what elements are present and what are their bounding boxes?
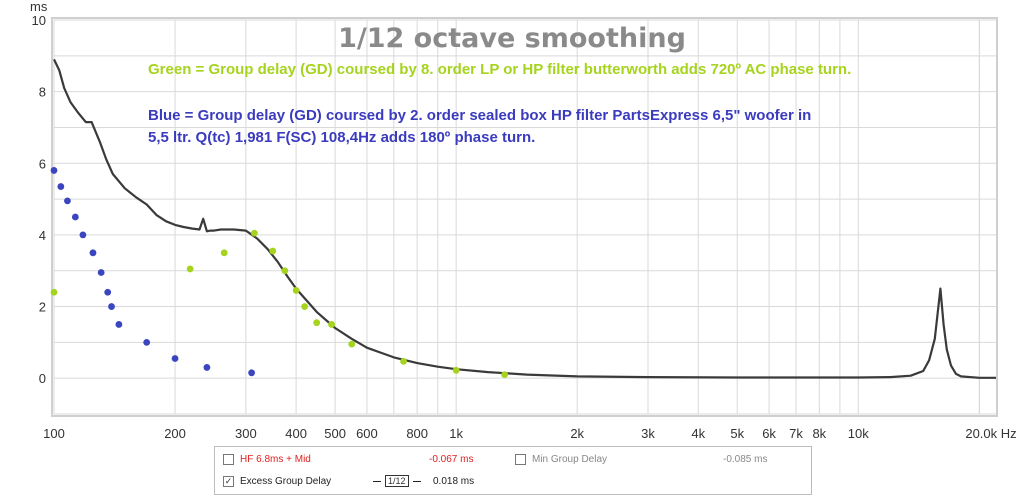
data-point-series-1 — [313, 319, 321, 327]
legend-item-hf-mid[interactable]: HF 6.8ms + Mid — [223, 450, 311, 468]
data-point-series-2 — [104, 288, 112, 296]
hf-mid-value: -0.067 ms — [429, 453, 474, 465]
x-tick-label: 1k — [449, 426, 463, 441]
min-group-delay-value: -0.085 ms — [723, 453, 768, 465]
hf-mid-checkbox[interactable] — [223, 453, 234, 465]
excess-group-delay-label: Excess Group Delay — [240, 475, 332, 487]
data-point-series-1 — [328, 321, 335, 328]
y-tick-label: 2 — [39, 300, 46, 315]
y-tick-label: 10 — [32, 13, 46, 28]
smoothing-indicator[interactable]: 1/12 — [385, 475, 409, 487]
data-point-series-2 — [57, 183, 65, 190]
x-tick-label: 2k — [570, 426, 584, 441]
min-group-delay-checkbox[interactable] — [515, 453, 526, 465]
y-tick-label: 0 — [39, 371, 46, 386]
data-point-series-1 — [501, 371, 509, 378]
series-layer — [50, 58, 996, 379]
x-tick-label: 20.0k Hz — [965, 426, 1016, 441]
chart-title: 1/12 octave smoothing — [338, 23, 686, 54]
data-point-series-1 — [301, 303, 309, 310]
annotation-blue-2: 5,5 ltr. Q(tc) 1,981 F(SC) 108,4Hz adds … — [148, 129, 535, 146]
grid-lines — [53, 19, 996, 415]
data-point-series-1 — [292, 287, 300, 294]
data-point-series-1 — [250, 229, 258, 237]
x-tick-label: 3k — [641, 426, 655, 441]
data-point-series-1 — [186, 265, 194, 273]
x-tick-label: 600 — [356, 426, 378, 441]
data-point-series-1 — [50, 288, 58, 296]
y-tick-label: 4 — [39, 228, 46, 243]
y-axis-unit: ms — [30, 0, 48, 14]
data-point-series-2 — [248, 369, 255, 377]
data-point-series-1 — [281, 267, 289, 275]
x-axis-ticks: 100 200 300 400 500 600 800 1k 2k 3k 4k 5k 6k 7k 8k 10k… — [43, 426, 1017, 441]
data-point-series-2 — [71, 213, 79, 221]
data-point-series-2 — [108, 303, 115, 310]
min-group-delay-label: Min Group Delay — [532, 453, 608, 465]
hf-mid-label: HF 6.8ms + Mid — [240, 453, 311, 465]
y-tick-label: 6 — [39, 156, 46, 171]
data-point-series-2 — [171, 355, 179, 362]
hf-mid-value-row: -0.067 ms — [429, 450, 473, 468]
excess-group-delay-checkbox[interactable]: ✓ — [223, 475, 234, 487]
x-tick-label: 300 — [235, 426, 257, 441]
annotation-blue-1: Blue = Group delay (GD) coursed by 2. or… — [148, 107, 811, 124]
x-tick-label: 500 — [324, 426, 346, 441]
line-swatch-right — [412, 480, 421, 482]
y-axis-ticks: 0 2 4 6 8 10 — [32, 13, 46, 386]
legend-item-min-group-delay[interactable]: Min Group Delay — [515, 450, 607, 468]
legend-panel: HF 6.8ms + Mid -0.067 ms Min Group Delay… — [214, 446, 812, 495]
x-tick-label: 10k — [848, 426, 869, 441]
excess-value-row: 0.018 ms — [433, 472, 474, 490]
series-line-group-delay — [53, 58, 996, 379]
x-tick-label: 7k — [789, 426, 803, 441]
data-point-series-2 — [89, 249, 97, 257]
data-point-series-1 — [452, 366, 460, 374]
line-swatch — [373, 480, 381, 482]
x-tick-label: 8k — [812, 426, 826, 441]
x-tick-label: 400 — [285, 426, 307, 441]
x-tick-label: 800 — [406, 426, 428, 441]
x-tick-label: 4k — [691, 426, 705, 441]
data-point-series-2 — [203, 364, 211, 371]
x-tick-label: 200 — [164, 426, 186, 441]
data-point-series-2 — [97, 269, 105, 276]
min-group-delay-value-row: -0.085 ms — [723, 450, 767, 468]
legend-item-excess-group-delay[interactable]: ✓ Excess Group Delay — [223, 472, 331, 490]
x-tick-label: 6k — [762, 426, 776, 441]
annotation-green: Green = Group delay (GD) coursed by 8. o… — [148, 61, 851, 78]
x-tick-label: 100 — [43, 426, 65, 441]
y-tick-label: 8 — [39, 85, 46, 100]
excess-group-delay-value: 0.018 ms — [433, 475, 475, 487]
data-point-series-1 — [220, 249, 228, 257]
data-point-series-1 — [269, 247, 277, 255]
data-point-series-1 — [348, 340, 356, 348]
data-point-series-2 — [79, 231, 87, 239]
data-point-series-2 — [115, 321, 123, 328]
x-tick-label: 5k — [730, 426, 744, 441]
group-delay-chart: 0 2 4 6 8 10 100 200 300 400 500 600 800 1k 2k 3k 4k 5k 6… — [30, 0, 1017, 441]
data-point-series-2 — [50, 167, 58, 174]
data-point-series-1 — [400, 357, 407, 365]
data-point-series-2 — [143, 338, 151, 346]
excess-smoothing-row: 1/12 — [373, 472, 421, 490]
data-point-series-2 — [64, 197, 71, 205]
